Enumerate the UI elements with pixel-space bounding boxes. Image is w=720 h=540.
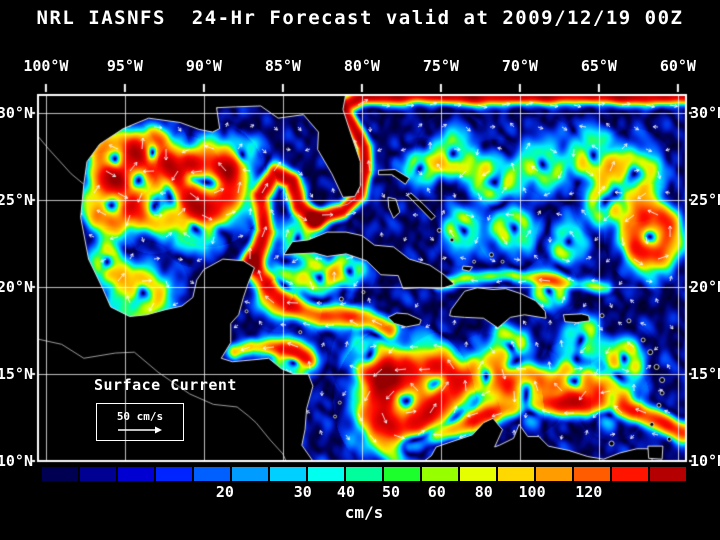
colorbar-segment (270, 467, 306, 481)
colorbar-tick-label: 120 (575, 483, 603, 501)
lon-tick-label: 60°W (659, 57, 696, 75)
colorbar-segment (498, 467, 534, 481)
lat-tick-label: 15°N (0, 364, 33, 383)
colorbar-segment (574, 467, 610, 481)
colorbar-tick-label: 100 (518, 483, 546, 501)
colorbar-segment (118, 467, 154, 481)
surface-current-label: Surface Current (94, 376, 237, 394)
lon-tick-label: 75°W (422, 57, 459, 75)
lat-tick-label: 15°N (690, 364, 720, 383)
colorbar-segment (384, 467, 420, 481)
colorbar-units-label: cm/s (344, 503, 384, 522)
scale-arrow-icon (118, 426, 162, 433)
colorbar-segment (194, 467, 230, 481)
colorbar-segment (612, 467, 648, 481)
lat-tick-label: 10°N (690, 451, 720, 470)
colorbar-tick-label: 60 (427, 483, 446, 501)
colorbar-segment (156, 467, 192, 481)
colorbar-tick-label: 40 (336, 483, 355, 501)
colorbar-tick-label: 50 (382, 483, 401, 501)
page-title: NRL IASNFS 24-Hr Forecast valid at 2009/… (36, 7, 684, 29)
scale-value-label: 50 cm/s (116, 409, 164, 423)
colorbar-segment (232, 467, 268, 481)
lon-tick-label: 85°W (264, 57, 301, 75)
lon-tick-label: 100°W (23, 57, 69, 75)
lat-tick-label: 20°N (690, 277, 720, 296)
lat-tick-label: 20°N (0, 277, 33, 296)
colorbar-segment (650, 467, 686, 481)
lon-tick-label: 70°W (501, 57, 538, 75)
lon-tick-label: 90°W (185, 57, 222, 75)
lon-tick-label: 80°W (343, 57, 380, 75)
colorbar-segment (80, 467, 116, 481)
lon-tick-label: 65°W (580, 57, 617, 75)
colorbar-tick-label: 20 (215, 483, 234, 501)
lat-tick-label: 30°N (690, 103, 720, 122)
colorbar-segment (346, 467, 382, 481)
colorbar-tick-label: 30 (293, 483, 312, 501)
colorbar-segment (308, 467, 344, 481)
colorbar-segment (42, 467, 78, 481)
colorbar-segment (460, 467, 496, 481)
current-scale-box: 50 cm/s (96, 403, 184, 441)
lat-tick-label: 30°N (0, 103, 33, 122)
lat-tick-label: 25°N (690, 190, 720, 209)
lat-tick-label: 10°N (0, 451, 33, 470)
colorbar (42, 467, 686, 481)
colorbar-tick-label: 80 (474, 483, 493, 501)
lat-tick-label: 25°N (0, 190, 33, 209)
colorbar-segment (536, 467, 572, 481)
lon-tick-label: 95°W (106, 57, 143, 75)
colorbar-segment (422, 467, 458, 481)
